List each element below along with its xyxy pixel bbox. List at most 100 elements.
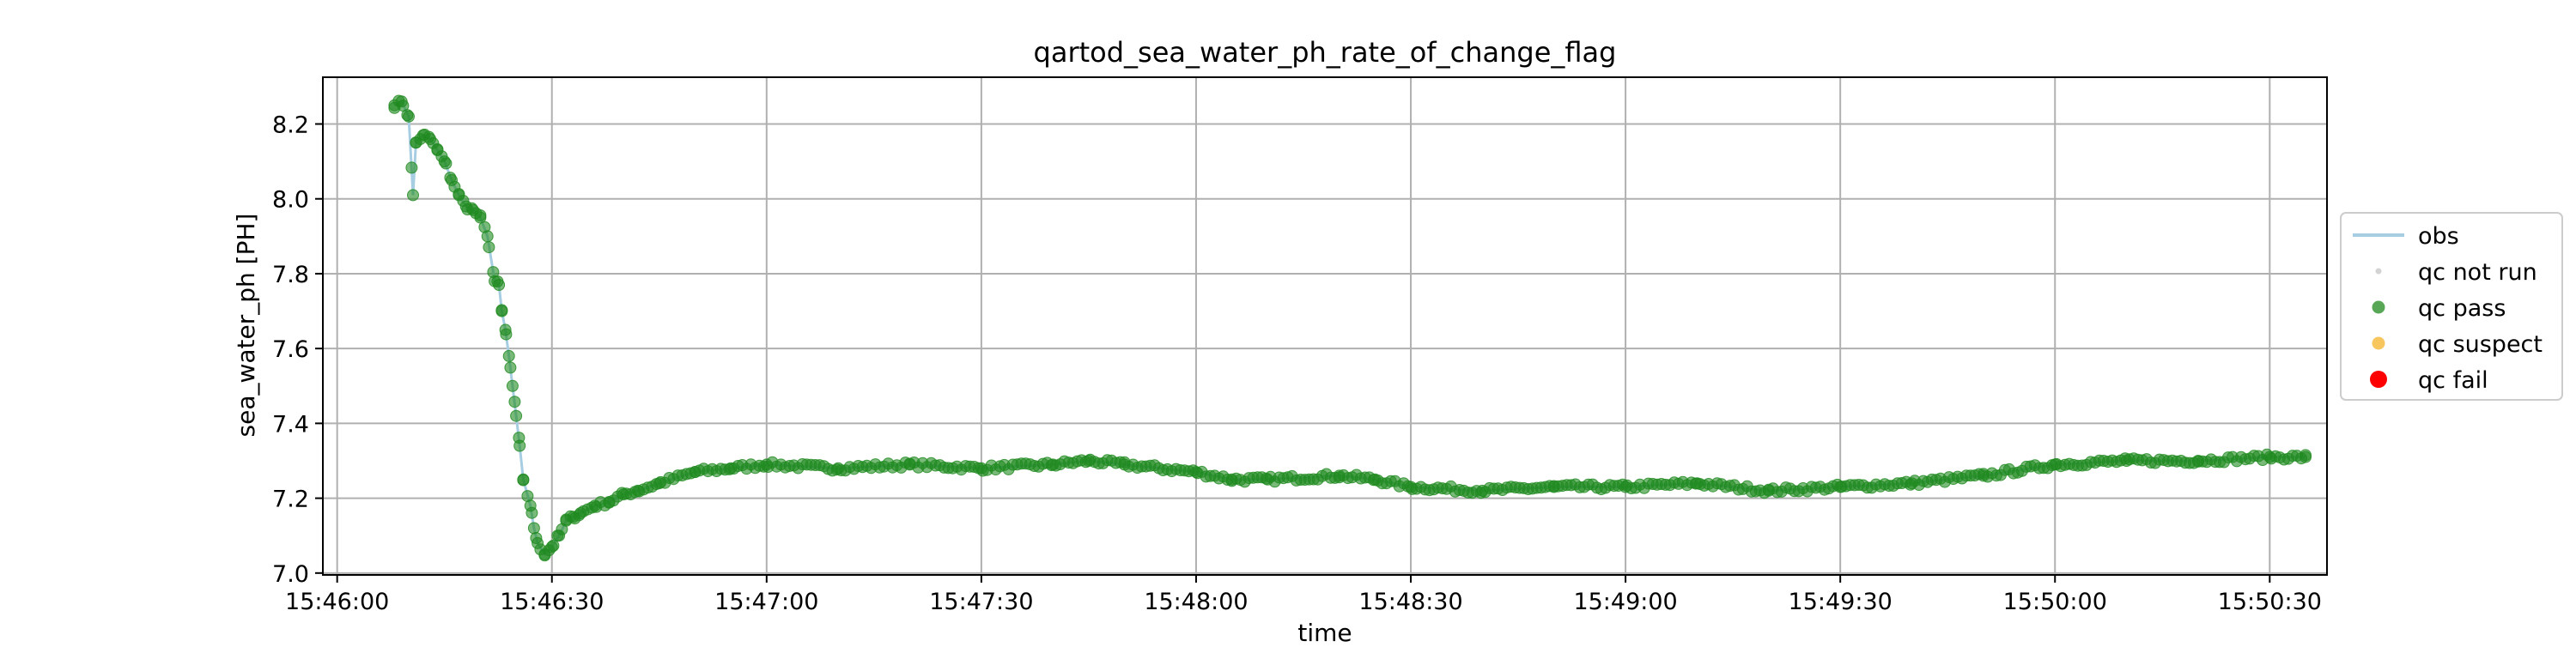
qc-pass-marker (483, 241, 495, 254)
qc-pass-marker (2192, 455, 2204, 467)
qc-pass-marker (2263, 450, 2276, 463)
qc-pass-marker (603, 496, 616, 508)
qc-pass-marker (631, 484, 644, 497)
legend-label-obs: obs (2418, 223, 2459, 250)
x-tick-label: 15:49:30 (1789, 589, 1893, 615)
legend-label-qc-pass: qc pass (2418, 295, 2506, 322)
y-tick-label: 7.2 (272, 487, 309, 513)
y-tick-label: 7.8 (272, 262, 309, 288)
qc-pass-marker (407, 189, 419, 202)
qc-pass-marker (395, 95, 408, 108)
x-tick-label: 15:48:30 (1358, 589, 1462, 615)
grid-lines (323, 77, 2327, 575)
qc-pass-marker (1118, 458, 1131, 471)
qc-pass-marker (2120, 455, 2133, 467)
qc-pass-marker (524, 499, 537, 512)
legend-swatch-qc-pass (2372, 300, 2385, 314)
qc-pass-marker (1619, 481, 1632, 493)
y-tick-label: 7.4 (272, 411, 309, 438)
plot-frame (322, 76, 2328, 576)
qc-pass-marker (527, 522, 540, 535)
qc-pass-marker (504, 361, 517, 374)
x-tick-label: 15:47:30 (929, 589, 1033, 615)
qc-pass-marker (446, 173, 458, 186)
qc-pass-marker (689, 466, 702, 479)
qc-pass-marker (403, 110, 415, 123)
qc-pass-marker (975, 462, 987, 475)
legend-label-qc-not-run: qc not run (2418, 259, 2537, 286)
y-tick-label: 8.2 (272, 112, 309, 139)
qc-pass-marker (506, 379, 519, 392)
qc-pass-marker (1905, 477, 1918, 490)
qc-pass-marker (1762, 484, 1775, 497)
chart-title: qartod_sea_water_ph_rate_of_change_flag (1034, 36, 1617, 69)
qc-pass-marker (510, 409, 523, 422)
qc-pass-marker (588, 499, 601, 512)
qc-pass-marker (725, 462, 738, 475)
x-tick-label: 15:49:00 (1573, 589, 1677, 615)
qc-pass-marker (405, 161, 418, 174)
y-tick-label: 7.6 (272, 336, 309, 363)
qc-pass-marker (2049, 458, 2062, 471)
qc-pass-marker (495, 305, 508, 317)
x-tick-label: 15:50:30 (2218, 589, 2322, 615)
qc-pass-marker (1333, 469, 1346, 482)
y-axis-ticks: 7.0 7.2 7.4 7.6 7.8 8.0 8.2 (272, 112, 323, 588)
qc-pass-marker (653, 477, 665, 490)
qc-pass-marker (431, 144, 444, 156)
y-tick-label: 8.0 (272, 187, 309, 214)
qc-pass-marker (532, 536, 544, 549)
x-tick-label: 15:50:00 (2003, 589, 2107, 615)
qc-pass-marker (493, 279, 506, 291)
x-tick-label: 15:46:00 (285, 589, 389, 615)
qc-pass-marker (617, 488, 630, 501)
legend-box (2340, 212, 2563, 401)
qc-pass-marker (903, 458, 916, 471)
qc-pass-marker (410, 136, 422, 149)
qc-pass-marker (467, 203, 479, 216)
qc-pass-marker (1225, 473, 1238, 486)
qc-pass-marker (574, 507, 587, 519)
qc-pass-marker (1547, 481, 1560, 493)
qc-pass-marker (1369, 473, 1382, 486)
legend-label-qc-suspect: qc suspect (2418, 331, 2543, 358)
qc-pass-marker (453, 189, 465, 202)
qc-pass-marker (438, 155, 451, 168)
qc-pass-marker (502, 349, 515, 362)
qc-pass-marker (481, 230, 494, 243)
qc-pass-marker (517, 473, 530, 486)
qc-pass-marker (1405, 481, 1417, 493)
qc-pass-marker (2300, 450, 2312, 463)
x-tick-label: 15:47:00 (714, 589, 818, 615)
y-axis-label: sea_water_ph [PH] (232, 214, 260, 438)
plot-area (388, 94, 2312, 562)
qc-pass-marker (760, 458, 773, 471)
qc-pass-marker (1977, 469, 1990, 482)
qc-pass-marker (424, 133, 436, 145)
qc-pass-marker (474, 211, 487, 224)
legend: obs qc not run qc pass qc suspect qc fail (2340, 212, 2563, 401)
legend-swatch-qc-not-run (2375, 268, 2382, 275)
qc-pass-marker (545, 541, 558, 553)
qc-pass-marker (553, 529, 566, 542)
qc-pass-marker (1261, 473, 1274, 486)
qc-pass-marker (1476, 484, 1489, 497)
qc-pass-marker (1082, 455, 1095, 467)
legend-label-qc-fail: qc fail (2418, 367, 2488, 394)
qc-pass-marker (1834, 481, 1847, 493)
x-tick-label: 15:48:00 (1144, 589, 1248, 615)
x-tick-label: 15:46:30 (500, 589, 604, 615)
qc-pass-marker (1047, 458, 1060, 471)
obs-series-line (393, 100, 2306, 557)
qc-pass-marker (513, 439, 526, 452)
qc-pass-marker (499, 324, 512, 336)
qc-pass-marker (1691, 477, 1704, 490)
x-axis-label: time (1297, 619, 1352, 644)
qc-pass-marker (508, 396, 521, 408)
x-axis-ticks: 15:46:00 15:46:30 15:47:00 15:47:30 15:48:00… (285, 575, 2322, 615)
qc-pass-marker (538, 548, 551, 560)
legend-swatch-qc-fail (2370, 371, 2387, 388)
qc-pass-marker (1190, 466, 1202, 479)
